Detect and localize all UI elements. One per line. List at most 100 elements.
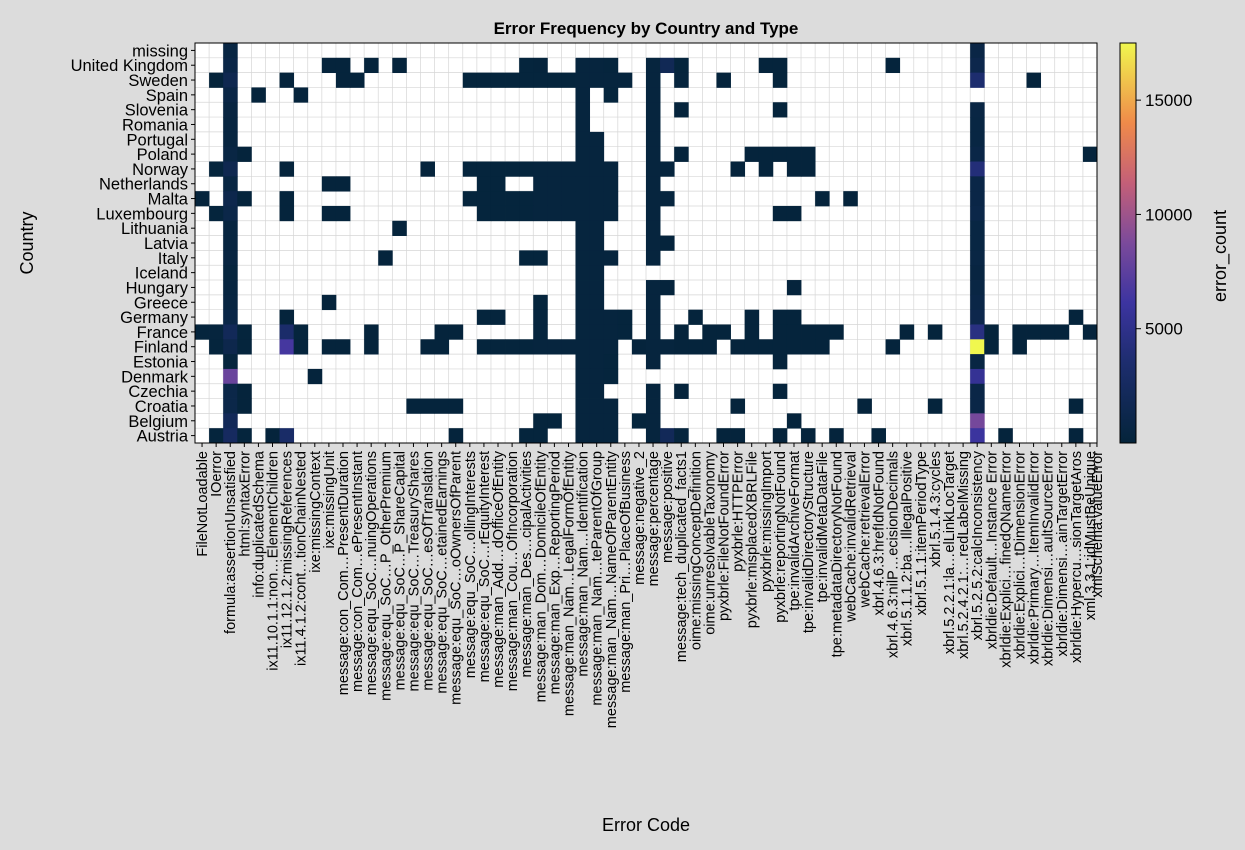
heatmap-cell [646,72,661,88]
colorbar-ticks: 5000 10000 15000 [1136,91,1192,339]
heatmap-cell [603,324,619,340]
heatmap-cell [434,339,450,355]
colorbar-tick-label: 10000 [1145,205,1192,224]
heatmap-cell [335,176,351,192]
heatmap-cell [970,398,985,414]
heatmap-cell [758,161,774,177]
heatmap-cell [603,354,619,370]
heatmap-cell [335,57,351,74]
heatmap-cell [547,176,562,192]
heatmap-cell [589,205,605,222]
y-tick-label: Sweden [128,72,188,90]
heatmap-cell [237,339,252,355]
heatmap-cell [321,339,337,355]
heatmap-cell [265,428,280,444]
heatmap-cell [772,354,788,370]
heatmap-cell [984,339,999,355]
heatmap-cell [209,339,224,355]
y-tick-label: Spain [146,87,188,105]
heatmap-cell [603,250,619,266]
x-tick-label: tpe:invalidDirectoryStructure [801,451,817,633]
heatmap-cell [476,176,492,192]
heatmap-cell [646,102,661,118]
heatmap-cell [660,191,675,207]
heatmap-cell [970,383,985,399]
x-tick-label: xbrl.4.6.3:nilP…ecisionDecimals [886,451,902,658]
heatmap-cell [589,383,605,399]
heatmap-cell [223,102,238,118]
x-tick-label: message:equ_SoC…TreasuryShares [407,451,423,691]
heatmap-cell [970,413,985,429]
heatmap-cell [674,102,689,118]
x-tick-label: xbrl.5.2.2.1:la…elLinkLocTarget [942,451,958,654]
heatmap-cell [772,383,788,399]
x-tick-label: webCache:retrievalError [858,451,874,609]
x-tick-label: message:equ_SoC…P_ShareCapital [392,451,408,690]
heatmap-cell [533,309,548,325]
x-tick-label: xbrldie:Explici…finedQNameError [998,451,1014,668]
heatmap-cell [209,161,224,177]
heatmap-cell [772,309,788,325]
heatmap-cell [519,428,534,444]
heatmap-cell [660,428,675,444]
heatmap-cell [1012,339,1027,355]
heatmap-cell [533,161,548,177]
heatmap-cell [1012,324,1027,340]
heatmap-cell [533,57,548,74]
heatmap-cell [970,339,985,355]
heatmap-cell [223,324,238,340]
heatmap-cell [223,354,238,370]
heatmap-cell [307,368,323,385]
heatmap-cell [223,43,238,59]
heatmap-cell [575,413,591,429]
y-tick-label: Denmark [121,368,189,386]
heatmap-cell [476,309,492,325]
heatmap-cell [744,324,760,340]
heatmap-cell [561,339,576,355]
heatmap-cell [589,294,605,311]
heatmap-cell [223,398,238,414]
heatmap-cell [617,309,633,325]
heatmap-cell [885,57,901,74]
heatmap-cell [646,339,661,355]
heatmap-cell [970,205,985,222]
heatmap-cell [561,161,576,177]
heatmap-cell [589,428,605,444]
heatmap-cell [646,87,661,103]
heatmap-cell [575,87,591,103]
heatmap-cell [801,324,816,340]
heatmap-cell [589,309,605,325]
heatmap-cell [547,191,562,207]
heatmap-cell [519,57,534,74]
heatmap-cell [533,324,548,340]
heatmap-cell [575,383,591,399]
heatmap-cell [533,72,548,88]
heatmap-cell [702,324,717,340]
colorbar-tick-label: 15000 [1145,91,1192,110]
heatmap-cell [857,398,872,414]
heatmap-cell [279,428,295,444]
chart-title: Error Frequency by Country and Type [494,19,799,38]
heatmap-cell [420,398,435,414]
heatmap-cell [646,354,661,370]
heatmap-cell [646,57,661,74]
y-tick-label: Finland [134,339,188,357]
heatmap-cell [364,339,379,355]
heatmap-cell [223,339,238,355]
heatmap-cell [829,324,844,340]
x-tick-label: xbrl.5.1.1.2:ba…IllegalPositive [900,451,916,646]
heatmap-cell [646,383,661,399]
heatmap-cell [533,339,548,355]
heatmap-cell [603,368,619,385]
heatmap-cell [279,339,295,355]
heatmap-cell [786,324,802,340]
heatmap-cell [575,309,591,325]
y-axis-label: Country [17,211,37,274]
x-tick-label: oime:missingConceptDefinition [688,451,704,650]
x-tick-label: message:man_Nam…LegalFormOfEntity [562,450,578,716]
y-tick-label: Greece [134,294,188,312]
heatmap-cell [223,413,238,429]
y-tick-label: Slovenia [125,102,189,120]
y-tick-label: Hungary [126,279,189,297]
heatmap-cell [547,161,562,177]
